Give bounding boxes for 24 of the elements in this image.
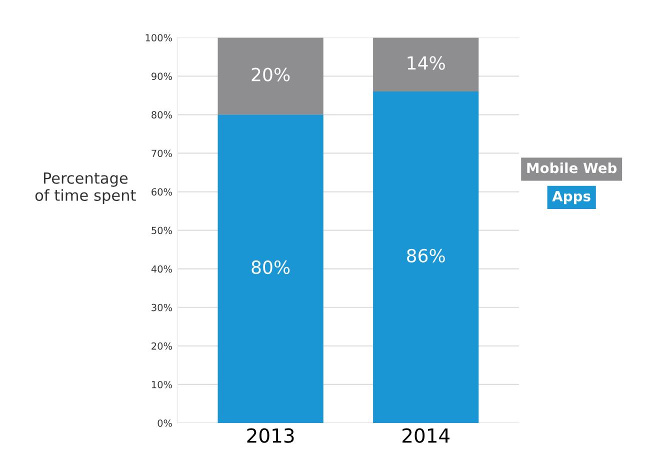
data-label: 20% — [252, 68, 290, 82]
text: Mobile Web — [527, 162, 617, 174]
y-tick-label: 30% — [152, 304, 172, 312]
x-tick-label: 2014 — [402, 428, 450, 443]
y-tick-label: 90% — [152, 72, 172, 80]
bar — [373, 38, 479, 92]
data-label: 86% — [407, 248, 445, 263]
text: Apps — [552, 191, 590, 204]
y-tick-label: 70% — [152, 150, 172, 158]
y-axis-title: Percentage of time spent — [35, 172, 136, 204]
y-tick-label: 80% — [152, 111, 172, 119]
y-tick-label: 10% — [152, 380, 172, 388]
y-tick-label: 40% — [151, 265, 172, 273]
x-tick-label: 2013 — [247, 428, 294, 443]
y-tick-label: 0% — [158, 419, 172, 427]
y-tick-label: 100% — [146, 34, 172, 42]
y-tick-label: 50% — [152, 226, 172, 234]
bar — [373, 92, 479, 423]
y-tick-label: 60% — [152, 188, 172, 196]
bar — [218, 38, 324, 115]
data-label: 14% — [408, 56, 445, 70]
bar — [218, 114, 324, 423]
data-label: 80% — [252, 260, 290, 274]
y-tick-label: 20% — [152, 342, 172, 350]
